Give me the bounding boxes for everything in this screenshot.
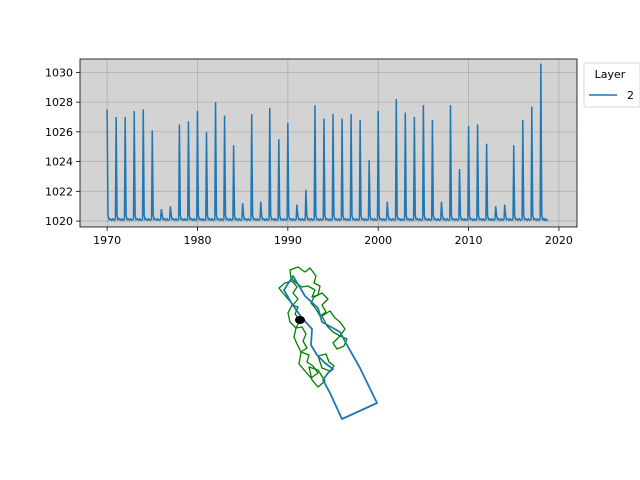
catchment-polygon [287,304,301,329]
timeseries-chart: 1970 1980 1990 2000 2010 2020 102010221024102… [45,58,640,247]
y-tick-label: 1022 [45,185,73,198]
plot-background [80,59,577,227]
y-tick-label: 1030 [45,66,73,79]
y-tick-label: 1026 [45,126,73,139]
catchment-map [278,266,378,420]
catchment-polygon [332,335,348,350]
plot-frame [79,58,578,228]
study-area-outline [283,275,378,420]
y-axis: 1020 1022 1024 1026 1028 1030 [45,66,80,228]
x-tick-label: 1970 [93,234,121,247]
catchment-polygon [321,310,346,337]
x-axis: 1970 1980 1990 2000 2010 2020 [93,227,573,247]
y-tick-label: 1020 [45,215,73,228]
x-tick-label: 1990 [274,234,302,247]
catchment-outlines [278,266,348,388]
catchment-polygon [317,353,335,372]
y-tick-label: 1024 [45,156,73,169]
legend: Layer 2 [583,62,640,108]
location-marker [295,316,305,324]
legend-frame [583,62,640,108]
x-tick-label: 2020 [545,234,573,247]
catchment-polygon [289,266,321,298]
catchment-polygon [298,351,319,379]
catchment-polygon [278,280,299,306]
legend-entry-label: 2 [627,89,634,102]
legend-title: Layer [595,68,626,81]
series-line-layer-2 [106,63,549,222]
x-tick-label: 2010 [455,234,483,247]
x-tick-label: 1980 [183,234,211,247]
y-tick-label: 1028 [45,96,73,109]
catchment-polygon [310,292,329,317]
catchment-polygon [308,366,326,388]
x-tick-label: 2000 [364,234,392,247]
catchment-polygon [293,326,308,353]
